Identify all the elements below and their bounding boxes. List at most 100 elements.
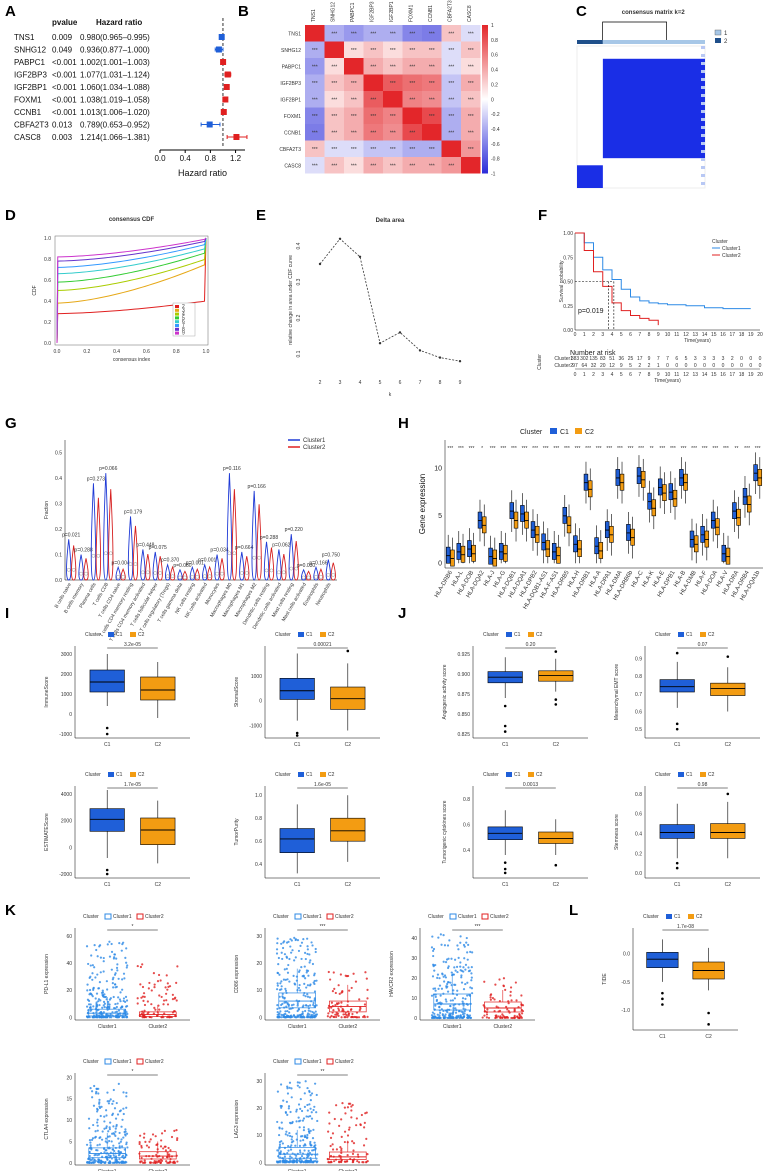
forest-point (222, 96, 229, 103)
k-jitter-point (155, 1153, 158, 1156)
k-jitter-point (308, 996, 312, 999)
k-jitter-point (107, 1000, 110, 1004)
k-jitter-point (329, 1144, 332, 1148)
k-jitter-point (290, 939, 293, 942)
i-boxplot-outlier (105, 726, 109, 730)
heatmap-cell-label: *** (390, 81, 396, 87)
k-jitter-point (125, 1106, 128, 1109)
k-jitter-point (302, 994, 305, 997)
k-legend-key (326, 1058, 334, 1065)
cdf-x-tick: 0.6 (143, 349, 150, 355)
k-jitter-point (99, 1114, 102, 1118)
k-legend-label: Cluster1 (113, 914, 132, 920)
k-jitter-point (120, 1125, 123, 1128)
violin-median (96, 554, 101, 558)
k-jitter-point (120, 1005, 124, 1008)
k-jitter-point (280, 980, 283, 983)
k-significance: * (132, 924, 134, 930)
violin-shape (325, 559, 331, 581)
violin-median (116, 575, 120, 579)
k-jitter-point (456, 944, 459, 947)
l-boxplot-legend-key (666, 914, 672, 919)
k-jitter-point (118, 942, 121, 945)
k-jitter-point (86, 983, 89, 986)
violin-median (289, 566, 294, 571)
k-jitter-point (339, 1146, 342, 1149)
j-boxplot-outlier (503, 861, 507, 864)
k-jitter-point (108, 955, 112, 958)
violin-pvalue: p=0.370 (161, 558, 179, 564)
consensus-legend-key (714, 29, 722, 36)
k-jitter-point (290, 951, 293, 954)
k-jitter-point (288, 1081, 292, 1084)
k-jitter-point (438, 977, 441, 980)
hla-c1-box (477, 511, 483, 529)
hla-legend-key (550, 428, 557, 434)
delta-x-label: k (389, 392, 392, 398)
k-jitter-point (308, 1013, 311, 1016)
k-jitter-point (290, 1096, 293, 1099)
k-jitter-point (117, 1137, 120, 1140)
k-jitter-point (136, 1002, 139, 1005)
k-jitter-point (446, 990, 450, 993)
k-jitter-point (442, 960, 445, 963)
k-jitter-point (450, 957, 453, 960)
heatmap-row-label: TNS1 (288, 31, 301, 37)
k-jitter-point (344, 1112, 347, 1115)
k-jitter-point (305, 969, 308, 972)
k-jitter-point (92, 1104, 96, 1107)
k-jitter-point (125, 1004, 129, 1008)
k-legend-title: Cluster (273, 914, 289, 920)
k-jitter-point (108, 1135, 111, 1138)
k-jitter-point (289, 1155, 292, 1158)
k-jitter-point (164, 986, 167, 989)
k-jitter-point (149, 1161, 152, 1164)
heatmap-cell-label: *** (429, 97, 435, 103)
i-boxplot-legend-label: C1 (116, 772, 123, 778)
k-jitter-point (438, 1006, 441, 1009)
k-jitter-point (114, 1127, 117, 1130)
k-legend-label: Cluster1 (458, 914, 477, 920)
l-boxplot-legend-title: Cluster (643, 914, 659, 920)
forest-gene-label: CCNB1 (14, 108, 42, 117)
k-jitter-point (153, 986, 156, 989)
heatmap-cell (422, 157, 442, 174)
k-jitter-point (93, 1161, 96, 1164)
violin-pvalue: p=0.004 (112, 560, 130, 566)
i-boxplot: Cluster C1 C2-2000020004000ESTIMATEScore1.… (44, 772, 190, 888)
i-boxplot-x-tick: C1 (104, 882, 111, 888)
hla-c2-box (619, 473, 625, 491)
k-jitter-point (346, 1004, 349, 1007)
violin-median (331, 573, 336, 577)
k-jitter-point (439, 994, 442, 997)
j-boxplot-outlier (554, 650, 558, 653)
k-jitter-point (286, 971, 290, 974)
violin-median (294, 566, 298, 571)
k-jitter-point (142, 1136, 146, 1139)
consensus-noise (701, 62, 705, 65)
k-jitter-point (110, 968, 113, 971)
k-jitter-point (439, 1011, 442, 1014)
k-jitter-point (363, 1121, 366, 1124)
k-y-tick: 20 (256, 961, 262, 967)
hla-c2-box (725, 547, 731, 565)
k-jitter-point (287, 1144, 290, 1148)
k-jitter-point (299, 1013, 302, 1016)
k-jitter-point (520, 1012, 524, 1015)
k-jitter-point (287, 1107, 290, 1110)
i-boxplot-c1-box (279, 678, 315, 700)
k-jitter-point (148, 981, 151, 985)
i-boxplot-y-tick: 0.4 (255, 862, 262, 868)
k-jitter-point (289, 1148, 293, 1151)
forest-gene-label: FOXM1 (14, 96, 42, 105)
k-jitter-point (276, 937, 279, 940)
k-jitter-point (176, 1138, 179, 1142)
k-jitter-point (105, 980, 108, 983)
k-jitter-point (109, 1098, 112, 1101)
heatmap-legend-tick: 0.4 (491, 68, 498, 74)
k-jitter-point (296, 1081, 299, 1084)
k-jitter-point (287, 1105, 291, 1108)
k-jitter-point (304, 977, 307, 980)
k-jitter-point (98, 1159, 101, 1162)
k-jitter-point (491, 996, 495, 1000)
